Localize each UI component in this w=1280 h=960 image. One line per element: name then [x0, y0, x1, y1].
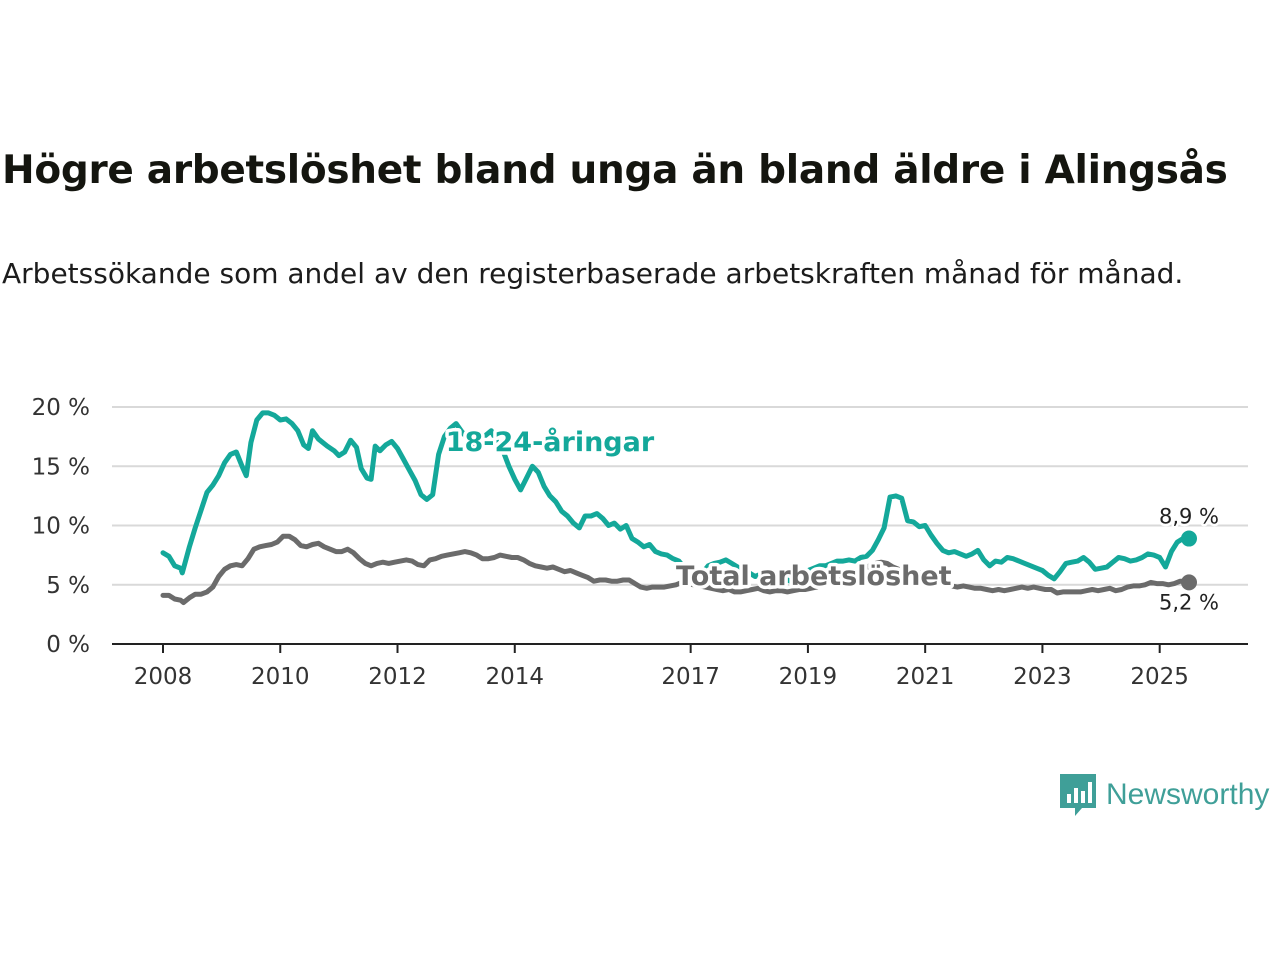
series-line — [160, 533, 1192, 605]
y-tick-label: 0 % — [46, 632, 90, 658]
x-axis-ticks: 2008 2010 2012 2014 2017 2019 2021 2023 2025 — [134, 644, 1189, 690]
brand-name: Newsworthy — [1106, 778, 1270, 811]
y-axis-ticks: 0 % 5 % 10 % 15 % 20 % — [32, 395, 90, 658]
x-tick-label: 2012 — [368, 664, 427, 690]
line-chart: 0 %5 %10 %15 %20 % 2008 2010 2012 2014 2017 2… — [32, 395, 1248, 690]
x-tick-label: 2008 — [134, 664, 193, 690]
series-end-point — [1181, 530, 1197, 547]
x-tick-label: 2019 — [779, 664, 838, 690]
series-name-label: 18-24-åringar — [446, 426, 655, 458]
newsworthy-logo-icon — [1060, 774, 1096, 816]
x-tick-label: 2023 — [1013, 664, 1072, 690]
y-tick-label: 10 % — [32, 514, 90, 540]
x-tick-label: 2017 — [661, 664, 720, 690]
series-line — [160, 410, 1192, 584]
x-tick-label: 2025 — [1130, 664, 1189, 690]
y-tick-label: 15 % — [32, 454, 90, 480]
series-name-label: Total arbetslöshet — [676, 561, 952, 592]
end-value-label: 5,2 % — [1159, 590, 1219, 614]
x-tick-label: 2021 — [896, 664, 955, 690]
series-labels: 18-24-åringar Total arbetslöshet — [442, 422, 955, 595]
gridlines — [112, 406, 1248, 586]
brand-logo: Newsworthy — [1058, 772, 1269, 818]
end-points: 8,9 % 5,2 % — [1156, 502, 1221, 617]
series-end-point — [1181, 574, 1197, 591]
end-value-label: 8,9 % — [1159, 505, 1219, 529]
x-tick-label: 2010 — [251, 664, 310, 690]
x-tick-label: 2014 — [485, 664, 544, 690]
y-tick-label: 5 % — [46, 573, 90, 599]
y-tick-label: 20 % — [32, 395, 90, 421]
chart-title: Högre arbetslöshet bland unga än bland ä… — [2, 148, 1228, 193]
series-lines — [160, 410, 1192, 605]
chart-subtitle: Arbetssökande som andel av den registerb… — [2, 257, 1184, 290]
